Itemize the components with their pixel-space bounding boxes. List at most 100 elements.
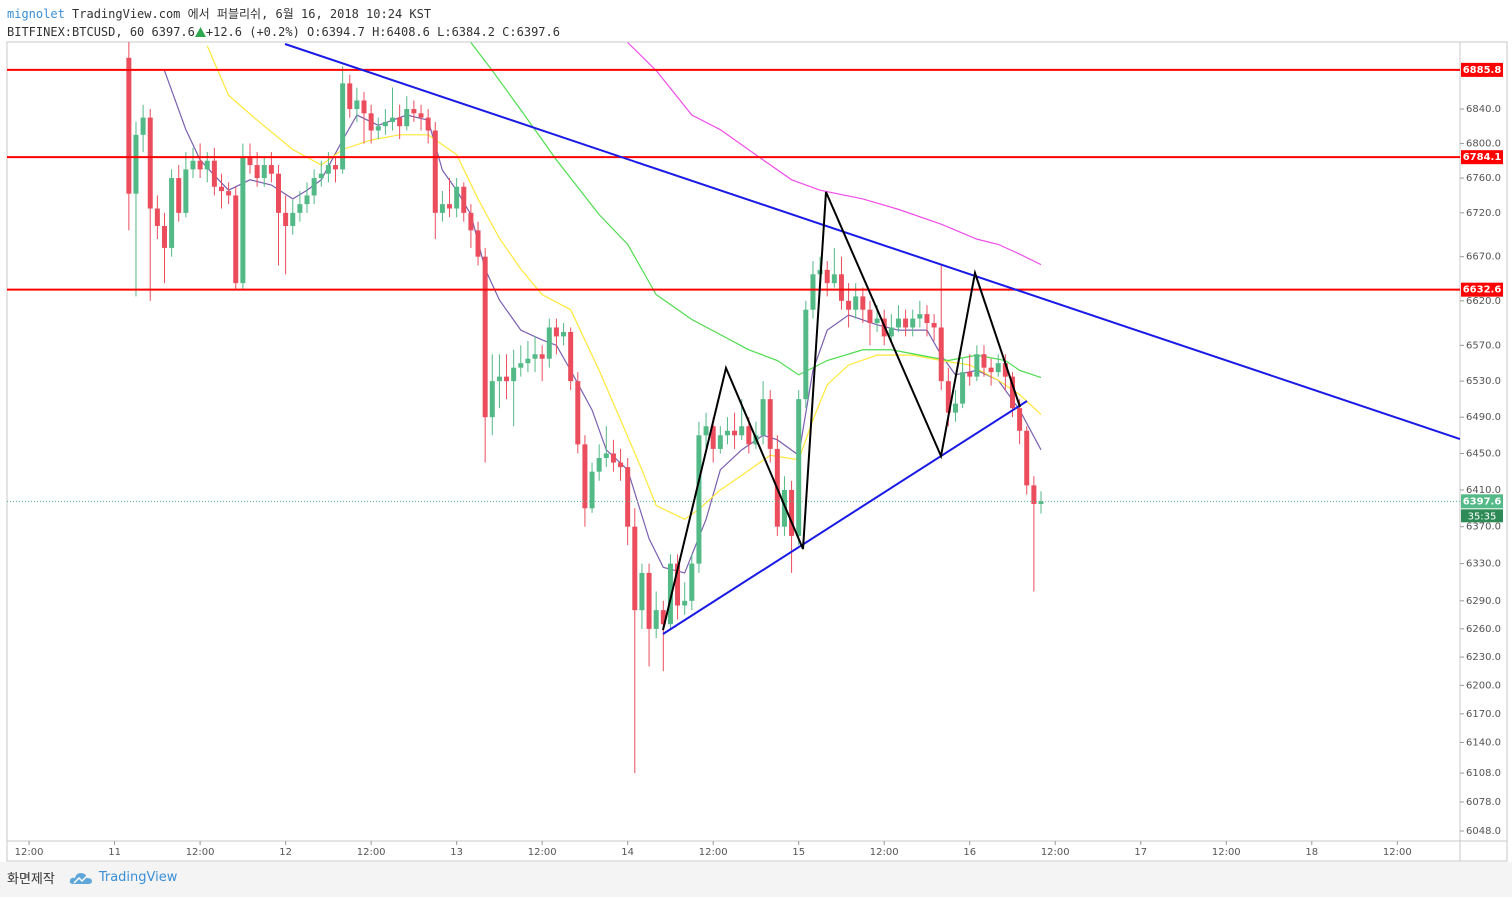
candle-body: [176, 178, 182, 213]
y-tick-label: 6410.0: [1466, 485, 1501, 496]
y-tick-label: 6078.0: [1466, 797, 1501, 808]
candle-body: [696, 435, 702, 564]
y-tick-label: 6570.0: [1466, 340, 1501, 351]
candle-body: [675, 563, 681, 606]
candle-body: [888, 327, 894, 337]
candle-body: [632, 526, 638, 611]
candle-body: [1017, 408, 1023, 431]
candle-body: [724, 430, 730, 436]
candle-body: [468, 212, 474, 231]
candle-body: [197, 160, 203, 170]
candle-body: [340, 83, 346, 170]
candle-body: [760, 399, 766, 436]
axes: 6840.0 6800.0 6760.0 6720.0 6670.0 6620.0 6570…: [15, 62, 1503, 858]
y-tick-label: 6140.0: [1466, 737, 1501, 748]
x-tick-label: 12:00: [15, 847, 44, 858]
candle-body: [161, 225, 167, 248]
moving-average: [627, 42, 1042, 266]
candle-body: [432, 130, 438, 213]
candle-body: [746, 426, 752, 445]
y-tick-label: 6230.0: [1466, 652, 1501, 663]
candle-body: [546, 327, 552, 359]
y-tick-label: 6490.0: [1466, 412, 1501, 423]
candle-body: [397, 117, 403, 127]
y-tick-label: 6260.0: [1466, 624, 1501, 635]
candle-body: [710, 426, 716, 449]
h-label: H:: [372, 25, 387, 39]
candle-body: [261, 165, 267, 179]
y-tick-label: 6330.0: [1466, 559, 1501, 570]
candle-body: [952, 403, 958, 413]
candle-body: [140, 117, 146, 135]
price-label-box: [1461, 150, 1503, 165]
candle-body: [247, 156, 253, 166]
candle-body: [390, 117, 396, 122]
candle-body: [667, 563, 673, 625]
candle-body: [974, 354, 980, 377]
y-tick-label: 6108.0: [1466, 768, 1501, 779]
y-tick-label: 6048.0: [1466, 826, 1501, 837]
candle-body: [133, 134, 139, 194]
x-tick-label: 18: [1305, 847, 1318, 858]
candle-body: [589, 471, 595, 509]
candle-body: [553, 327, 559, 337]
candle-body: [447, 204, 453, 209]
candle-body: [511, 367, 517, 382]
close: 6397.6: [516, 25, 560, 39]
x-tick-label: 12:00: [528, 847, 557, 858]
candle-body: [368, 113, 374, 131]
candle-body: [1002, 363, 1008, 377]
candle-body: [461, 186, 467, 213]
up-arrow: [194, 27, 206, 37]
candle-body: [867, 309, 873, 324]
price-label: 6632.6: [1463, 285, 1502, 296]
candle-body: [924, 314, 930, 324]
candle-body: [204, 160, 210, 170]
candle-body: [903, 318, 909, 328]
candle-body: [1024, 430, 1030, 486]
drawings: [284, 43, 1460, 635]
candle-body: [254, 165, 260, 179]
candle-body: [218, 186, 224, 192]
x-tick-label: 12:00: [1041, 847, 1070, 858]
candle-body: [126, 57, 132, 194]
y-tick-label: 6530.0: [1466, 376, 1501, 387]
candle-body: [853, 296, 859, 310]
low: 6384.2: [451, 25, 495, 39]
candle-body: [154, 208, 160, 226]
o-label: O:: [307, 25, 322, 39]
candle-body: [660, 610, 666, 625]
candle-body: [290, 212, 296, 226]
candle-body: [917, 314, 923, 319]
candle-body: [1031, 485, 1037, 504]
candle-body: [596, 458, 602, 472]
candle-body: [803, 309, 809, 400]
price-label: 6784.1: [1463, 152, 1502, 163]
trendline: [662, 400, 1028, 635]
price-label-box: [1461, 282, 1503, 297]
candle-body: [539, 354, 545, 359]
y-tick-label: 6200.0: [1466, 680, 1501, 691]
x-tick-label: 12:00: [870, 847, 899, 858]
header-line: BITFINEX:BTCUSD, 60 6397.6 +12.6 (+0.2%) …: [7, 23, 560, 41]
candle-body: [846, 300, 852, 310]
candle-body: [831, 274, 837, 284]
candle-body: [518, 363, 524, 368]
candle-body: [190, 160, 196, 170]
candle-body: [418, 113, 424, 118]
candle-body: [931, 323, 937, 328]
candle-body: [183, 169, 189, 213]
brand[interactable]: TradingView: [98, 870, 178, 885]
footer: 화면제작 TradingView: [7, 868, 177, 887]
candle-body: [425, 117, 431, 131]
candle-body: [960, 372, 966, 404]
l-label: L:: [437, 25, 452, 39]
candle-body: [824, 269, 830, 284]
y-tick-label: 6720.0: [1466, 208, 1501, 219]
candle-body: [333, 165, 339, 170]
candle-body: [304, 195, 310, 205]
candle-body: [981, 354, 987, 368]
candle-body: [404, 109, 410, 127]
